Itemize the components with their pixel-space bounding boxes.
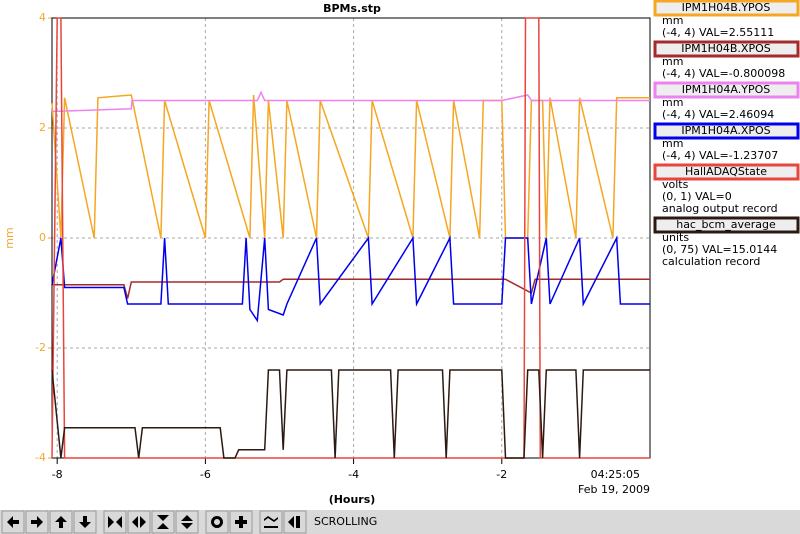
legend-units: volts [662,178,689,191]
y-tick-label: 2 [39,121,46,134]
trace [52,278,650,299]
button-frame[interactable] [127,510,151,534]
toolbar-button[interactable] [127,510,151,534]
legend-legend-text: (0, 1) VAL=0 [662,190,732,203]
timestamp: 04:25:05 [591,468,640,481]
x-tick-label: -4 [348,468,359,481]
legend-name[interactable]: IPM1H04A.XPOS [681,124,770,137]
toolbar-button[interactable] [205,510,229,534]
button-frame[interactable] [151,510,175,534]
button-frame[interactable] [103,510,127,534]
toolbar-button[interactable] [25,510,49,534]
toolbar-button[interactable] [151,510,175,534]
trace [51,90,650,113]
y-tick-label: 0 [39,231,46,244]
trace [51,94,650,239]
legend-record: calculation record [662,255,760,268]
legend-name[interactable]: IPM1H04B.XPOS [681,42,771,55]
legend-button[interactable] [653,122,800,140]
toolbar-button[interactable] [175,510,199,534]
toolbar-button[interactable] [1,510,25,534]
legend-record: analog output record [662,202,778,215]
button-icon[interactable] [264,516,278,528]
legend-button[interactable] [653,0,800,17]
trace [51,369,650,459]
button-icon[interactable] [55,516,67,528]
legend-units: mm [662,14,683,27]
y-tick-label: -4 [35,451,46,464]
toolbar-button[interactable] [103,510,127,534]
toolbar-status: SCROLLING [314,515,377,528]
x-tick-label: -2 [496,468,507,481]
legend-legend-text: (0, 75) VAL=15.0144 [662,243,777,256]
x-axis-label: (Hours) [329,493,376,506]
legend-legend-text: (-4, 4) VAL=-1.23707 [662,149,778,162]
button-icon[interactable] [7,516,19,528]
toolbar-button[interactable] [49,510,73,534]
legend-units: mm [662,137,683,150]
button-icon[interactable] [79,516,91,528]
y-tick-label: 4 [39,11,46,24]
button-icon[interactable] [211,516,224,528]
x-tick-label: -6 [200,468,211,481]
button-icon[interactable] [181,515,193,529]
y-axis-label: mm [3,227,16,248]
toolbar-button[interactable] [73,510,97,534]
button-icon[interactable] [288,516,300,528]
legend-legend-text: (-4, 4) VAL=2.46094 [662,108,774,121]
legend-units: units [662,231,689,244]
toolbar-button[interactable] [283,510,307,534]
button-icon[interactable] [31,516,43,528]
legend-legend-text: (-4, 4) VAL=-0.800098 [662,67,785,80]
legend-button[interactable] [653,81,800,99]
legend-name[interactable]: IPM1H04B.YPOS [682,1,771,14]
button-frame[interactable] [259,510,283,534]
legend-units: mm [662,96,683,109]
legend-button[interactable] [653,163,800,181]
legend-name[interactable]: IPM1H04A.YPOS [682,83,770,96]
button-frame[interactable] [175,510,199,534]
date: Feb 19, 2009 [578,483,650,496]
legend-legend-text: (-4, 4) VAL=2.55111 [662,26,774,39]
button-frame[interactable] [205,510,229,534]
legend-name[interactable]: HallADAQState [685,165,767,178]
button-icon[interactable] [108,516,122,528]
legend-button[interactable] [653,216,800,234]
trace [51,235,650,323]
button-icon[interactable] [235,516,247,528]
button-icon[interactable] [132,516,146,528]
legend-name[interactable]: hac_bcm_average [676,218,776,231]
chart-title: BPMs.stp [323,2,381,15]
legend-button[interactable] [653,40,800,58]
button-frame[interactable] [283,510,307,534]
button-icon[interactable] [157,515,169,529]
x-tick-label: -8 [52,468,63,481]
toolbar-button[interactable] [259,510,283,534]
toolbar-button[interactable] [229,510,253,534]
y-tick-label: -2 [35,341,46,354]
legend-units: mm [662,55,683,68]
